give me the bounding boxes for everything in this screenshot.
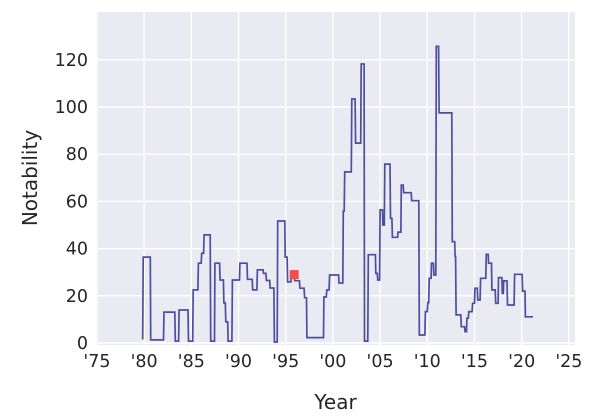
y-tick-label: 0 bbox=[77, 334, 88, 354]
y-tick-label: 100 bbox=[55, 98, 88, 118]
x-tick-label: '05 bbox=[367, 352, 394, 372]
y-tick-label: 120 bbox=[55, 51, 88, 71]
data-line-notability bbox=[141, 45, 533, 343]
x-tick-label: '20 bbox=[508, 352, 535, 372]
x-tick-label: '95 bbox=[272, 352, 299, 372]
axes-background bbox=[96, 12, 575, 345]
x-axis-label: Year bbox=[314, 390, 357, 414]
y-tick-label: 80 bbox=[66, 145, 88, 165]
x-tick-label: '90 bbox=[225, 352, 252, 372]
x-tick-label: '85 bbox=[178, 352, 205, 372]
x-tick-label: '00 bbox=[319, 352, 346, 372]
x-tick-label: '75 bbox=[83, 352, 110, 372]
y-axis-label: Notability bbox=[18, 129, 42, 227]
y-tick-label: 20 bbox=[66, 287, 88, 307]
y-tick-label: 40 bbox=[66, 240, 88, 260]
x-tick-label: '10 bbox=[414, 352, 441, 372]
highlight-marker[interactable] bbox=[289, 270, 299, 280]
x-tick-label: '25 bbox=[555, 352, 582, 372]
x-tick-label: '80 bbox=[131, 352, 158, 372]
y-tick-label: 60 bbox=[66, 192, 88, 212]
x-tick-label: '15 bbox=[461, 352, 488, 372]
